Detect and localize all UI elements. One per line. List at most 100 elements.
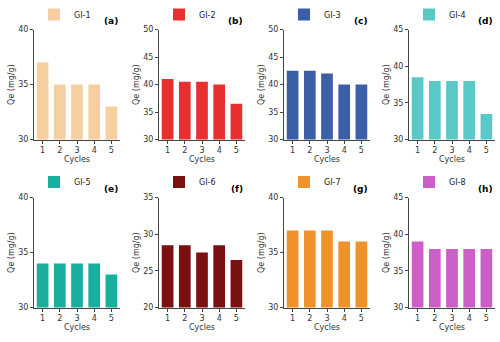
svg-text:2: 2 — [57, 146, 62, 155]
svg-text:Cycles: Cycles — [439, 155, 465, 164]
svg-text:40: 40 — [268, 80, 278, 89]
svg-text:2: 2 — [307, 146, 312, 155]
svg-text:Qe (mg/g): Qe (mg/g) — [132, 64, 141, 105]
svg-text:5: 5 — [484, 314, 489, 323]
svg-text:40: 40 — [18, 193, 28, 202]
svg-text:35: 35 — [143, 193, 153, 202]
svg-text:40: 40 — [393, 62, 403, 71]
svg-text:30: 30 — [393, 303, 403, 312]
svg-text:1: 1 — [165, 146, 170, 155]
svg-text:Cycles: Cycles — [314, 155, 340, 164]
svg-text:(h): (h) — [478, 184, 493, 194]
svg-text:GI-2: GI-2 — [199, 11, 216, 20]
svg-text:3: 3 — [199, 314, 204, 323]
svg-text:35: 35 — [18, 248, 28, 257]
svg-text:40: 40 — [143, 80, 153, 89]
svg-text:1: 1 — [415, 314, 420, 323]
svg-text:35: 35 — [268, 248, 278, 257]
svg-text:5: 5 — [109, 146, 114, 155]
svg-text:(c): (c) — [354, 16, 368, 26]
svg-text:3: 3 — [199, 146, 204, 155]
svg-text:1: 1 — [415, 146, 420, 155]
svg-text:35: 35 — [393, 99, 403, 108]
svg-text:2: 2 — [57, 314, 62, 323]
svg-text:30: 30 — [18, 135, 28, 144]
svg-text:1: 1 — [40, 146, 45, 155]
svg-text:3: 3 — [449, 314, 454, 323]
svg-text:3: 3 — [449, 146, 454, 155]
svg-text:20: 20 — [143, 303, 153, 312]
svg-text:GI-7: GI-7 — [324, 178, 341, 187]
svg-text:Qe (mg/g): Qe (mg/g) — [257, 64, 266, 105]
svg-text:3: 3 — [324, 146, 329, 155]
svg-text:Cycles: Cycles — [64, 323, 90, 332]
svg-text:2: 2 — [432, 314, 437, 323]
svg-text:40: 40 — [18, 25, 28, 34]
svg-text:5: 5 — [484, 146, 489, 155]
svg-text:2: 2 — [307, 314, 312, 323]
svg-text:4: 4 — [217, 146, 222, 155]
svg-text:5: 5 — [234, 146, 239, 155]
svg-text:2: 2 — [432, 146, 437, 155]
svg-text:4: 4 — [467, 146, 472, 155]
svg-text:3: 3 — [74, 146, 79, 155]
svg-text:1: 1 — [290, 314, 295, 323]
svg-text:35: 35 — [18, 80, 28, 89]
svg-text:3: 3 — [74, 314, 79, 323]
svg-text:Cycles: Cycles — [64, 155, 90, 164]
svg-text:4: 4 — [467, 314, 472, 323]
svg-text:40: 40 — [268, 193, 278, 202]
svg-text:GI-5: GI-5 — [74, 178, 91, 187]
svg-text:30: 30 — [393, 135, 403, 144]
svg-text:5: 5 — [359, 146, 364, 155]
svg-text:5: 5 — [234, 314, 239, 323]
svg-text:30: 30 — [268, 135, 278, 144]
svg-text:3: 3 — [324, 314, 329, 323]
svg-text:4: 4 — [92, 146, 97, 155]
svg-text:GI-6: GI-6 — [199, 178, 216, 187]
svg-text:(d): (d) — [478, 16, 493, 26]
svg-text:5: 5 — [359, 314, 364, 323]
svg-text:Qe (mg/g): Qe (mg/g) — [132, 232, 141, 273]
svg-text:45: 45 — [143, 53, 153, 62]
svg-text:Qe (mg/g): Qe (mg/g) — [7, 64, 16, 105]
svg-text:5: 5 — [109, 314, 114, 323]
svg-text:4: 4 — [217, 314, 222, 323]
svg-text:GI-8: GI-8 — [449, 178, 466, 187]
svg-text:1: 1 — [40, 314, 45, 323]
svg-text:45: 45 — [393, 193, 403, 202]
svg-text:(a): (a) — [104, 16, 118, 26]
svg-text:GI-1: GI-1 — [74, 11, 91, 20]
svg-text:Cycles: Cycles — [439, 323, 465, 332]
svg-text:4: 4 — [92, 314, 97, 323]
svg-text:(g): (g) — [353, 184, 368, 194]
svg-text:1: 1 — [165, 314, 170, 323]
svg-text:2: 2 — [182, 314, 187, 323]
svg-text:Qe (mg/g): Qe (mg/g) — [382, 232, 391, 273]
svg-text:45: 45 — [268, 53, 278, 62]
svg-text:25: 25 — [143, 267, 153, 276]
svg-text:30: 30 — [268, 303, 278, 312]
svg-text:30: 30 — [143, 230, 153, 239]
svg-text:35: 35 — [393, 267, 403, 276]
svg-text:30: 30 — [18, 303, 28, 312]
svg-text:Qe (mg/g): Qe (mg/g) — [382, 64, 391, 105]
svg-text:2: 2 — [182, 146, 187, 155]
svg-text:35: 35 — [143, 108, 153, 117]
svg-text:30: 30 — [143, 135, 153, 144]
svg-text:(e): (e) — [104, 184, 118, 194]
svg-text:4: 4 — [342, 314, 347, 323]
svg-text:GI-3: GI-3 — [324, 11, 341, 20]
svg-text:Qe (mg/g): Qe (mg/g) — [7, 232, 16, 273]
svg-text:50: 50 — [143, 25, 153, 34]
svg-text:(f): (f) — [231, 184, 243, 194]
svg-text:Cycles: Cycles — [314, 323, 340, 332]
svg-text:45: 45 — [393, 25, 403, 34]
svg-text:4: 4 — [342, 146, 347, 155]
svg-text:Cycles: Cycles — [189, 155, 215, 164]
svg-text:50: 50 — [268, 25, 278, 34]
svg-text:GI-4: GI-4 — [449, 11, 466, 20]
svg-text:1: 1 — [290, 146, 295, 155]
svg-text:35: 35 — [268, 108, 278, 117]
svg-text:Qe (mg/g): Qe (mg/g) — [257, 232, 266, 273]
